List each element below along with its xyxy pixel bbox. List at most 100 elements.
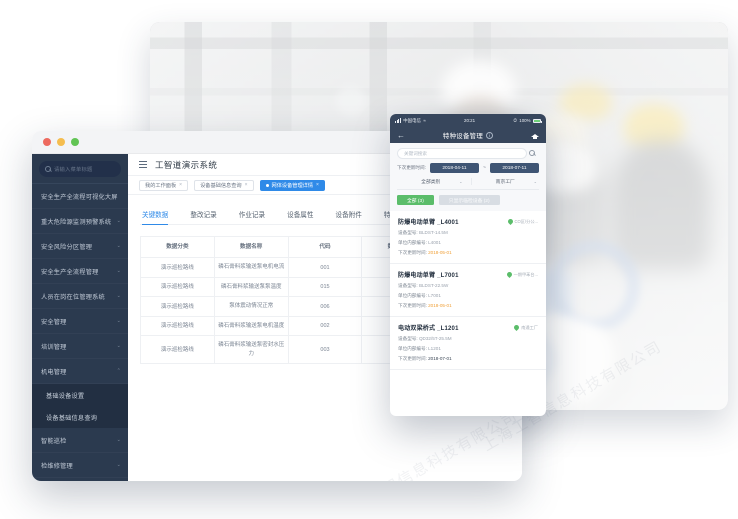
device-model-value: QD32/5T-25.5M (418, 336, 452, 341)
sidebar-item-hazard-monitoring[interactable]: 重大危险源监测预警系统 ⌄ (32, 209, 128, 234)
list-item-header: 电动双梁桥式 _L1201 南通工厂 (398, 323, 538, 332)
sidebar-item-process-mgmt[interactable]: 安全生产全流程管理 ⌄ (32, 259, 128, 284)
cell-name: 磷石膏料浆输送泵电机温度 (213, 315, 289, 337)
device-name: 防爆电动单臂 _L7001 (398, 273, 459, 279)
tab-label: 我的工作面板 (145, 182, 177, 189)
cell-category: 演示巡检路线 (140, 257, 215, 278)
device-next-update-label: 下次更新时间: (398, 356, 427, 361)
device-name: 防爆电动单臂 _L4001 (398, 220, 459, 226)
device-next-update-value: 2018-05-01 (428, 303, 452, 308)
sidebar-item-electromechanical[interactable]: 机电管理 ⌃ (32, 359, 128, 384)
factory-select-value: 南京工厂 (495, 180, 515, 185)
device-next-update-value: 2018-07-01 (428, 356, 452, 361)
window-minimize-button[interactable] (57, 138, 65, 146)
sidebar-item-basic-device-settings[interactable]: 基础设备设置 (32, 384, 128, 406)
page-title: 工智道演示系统 (155, 159, 218, 170)
device-next-update-row: 下次更新时间: 2018-05-01 (398, 250, 538, 256)
device-next-update-label: 下次更新时间: (398, 303, 427, 308)
device-model-label: 设备型号: (398, 283, 418, 288)
filter-pill-all[interactable]: 全部 (3) (397, 195, 434, 205)
sidebar-search-placeholder: 请输入菜单标题 (54, 167, 93, 173)
status-left: 中国电信 ≈ (395, 118, 426, 124)
sidebar-item-label: 基础设备设置 (46, 392, 85, 400)
tab-bar: 我的工作面板 × 设备基础信息查询 × 网体设备管理详情 × (128, 176, 522, 195)
hamburger-icon[interactable] (139, 161, 147, 168)
date-from-field[interactable]: 2018-04-11 (429, 163, 479, 173)
chevron-down-icon: ⌄ (116, 293, 121, 299)
sidebar-item-label: 人员在岗在位管理系统 (41, 293, 105, 301)
tab-device-attributes[interactable]: 设备属性 (287, 212, 314, 219)
device-model-row: 设备型号: BLDST-14.5M (398, 230, 538, 236)
tab-device-mgmt-detail[interactable]: 网体设备管理详情 × (259, 179, 325, 191)
list-item[interactable]: 防爆电动单臂 _L7001 一期甲苯台... 设备型号: BLDST-22.5W… (390, 264, 546, 317)
mobile-filter-bar: 关键词搜索 下次更新时间: 2018-04-11 ~ 2018-07-11 全部… (390, 143, 546, 190)
close-icon[interactable]: × (244, 182, 248, 188)
sidebar-item-label: 安全管理 (41, 318, 67, 326)
back-arrow-icon[interactable]: ← (397, 130, 405, 140)
device-inner-code-row: 单位内部编号: L7001 (398, 293, 538, 299)
sidebar-item-device-info-query[interactable]: 设备基础信息查询 (32, 406, 128, 428)
search-icon[interactable] (529, 150, 535, 156)
device-inner-code-label: 单位内部编号: (398, 293, 427, 298)
wifi-icon: ≈ (423, 118, 426, 123)
chevron-down-icon: ⌄ (116, 218, 121, 224)
mobile-header: ← 特种设备管理 i (390, 127, 546, 143)
mobile-status-bar: 中国电信 ≈ 20:21 ⏱ 100% (390, 114, 546, 127)
filter-pill-inspection-only[interactable]: 只显示临检设备 (2) (438, 195, 500, 205)
close-icon[interactable]: × (179, 182, 183, 188)
date-filter-label: 下次更新时间: (397, 165, 426, 170)
chevron-down-icon: ⌄ (116, 318, 121, 324)
search-icon (45, 166, 51, 172)
device-model-value: BLDST-22.5W (418, 283, 449, 288)
device-location-label: 一期甲苯台... (513, 271, 538, 277)
sidebar-item-label: 检维修管理 (41, 462, 73, 470)
info-icon[interactable]: i (486, 131, 494, 139)
device-model-value: BLDST-14.5M (418, 230, 448, 235)
list-item[interactable]: 电动双梁桥式 _L1201 南通工厂 设备型号: QD32/5T-25.5M 单… (390, 317, 546, 370)
sidebar-item-personnel[interactable]: 人员在岗在位管理系统 ⌄ (32, 284, 128, 309)
cell-category: 演示巡检路线 (140, 335, 215, 365)
sidebar-item-safety[interactable]: 安全管理 ⌄ (32, 309, 128, 334)
sidebar-item-training[interactable]: 培训管理 ⌄ (32, 334, 128, 359)
sidebar-item-smart-inspection[interactable]: 智能巡检 ⌄ (32, 428, 128, 453)
select-row: 全部类别 ⌄ 南京工厂 ⌄ (397, 178, 539, 190)
signal-icon (395, 118, 401, 123)
device-model-label: 设备型号: (398, 230, 418, 235)
device-next-update-row: 下次更新时间: 2018-07-01 (398, 356, 538, 362)
list-item[interactable]: 防爆电动单臂 _L4001 CO区/分公... 设备型号: BLDST-14.5… (390, 211, 546, 264)
cell-code: 002 (287, 315, 363, 337)
close-icon[interactable]: × (316, 182, 319, 188)
chevron-down-icon: ⌄ (116, 243, 121, 249)
factory-select[interactable]: 南京工厂 ⌄ (470, 178, 540, 185)
device-location-label: CO区/分公... (514, 218, 539, 224)
category-select[interactable]: 全部类别 ⌄ (397, 178, 465, 185)
tab-operation-records[interactable]: 作业记录 (238, 212, 266, 219)
active-dot-icon (265, 183, 269, 187)
device-location-label: 南通工厂 (521, 324, 538, 330)
window-zoom-button[interactable] (71, 138, 79, 146)
sidebar-menu: 安全生产全流程可视化大屏 重大危险源监测预警系统 ⌄ 安全风险分区管理 ⌄ 安全… (32, 183, 128, 481)
home-icon[interactable] (531, 131, 539, 139)
battery-percent-label: 100% (519, 118, 531, 123)
device-location: 一期甲苯台... (505, 270, 538, 279)
device-inner-code-value: L4001 (428, 240, 441, 245)
status-time: 20:21 (464, 118, 476, 123)
status-right: ⏱ 100% (513, 118, 542, 123)
mobile-search-placeholder: 关键词搜索 (404, 150, 427, 156)
mobile-search-input[interactable]: 关键词搜索 (397, 148, 535, 159)
tab-rectification-records[interactable]: 整改记录 (190, 212, 217, 219)
tab-my-workbench[interactable]: 我的工作面板 × (139, 179, 189, 191)
date-separator: ~ (482, 165, 486, 171)
tab-device-attachments[interactable]: 设备附件 (335, 212, 362, 219)
carrier-label: 中国电信 (403, 117, 421, 123)
sidebar-item-bigscreen[interactable]: 安全生产全流程可视化大屏 (32, 184, 128, 209)
tab-key-data[interactable]: 关键数据 (142, 209, 169, 225)
date-to-field[interactable]: 2018-07-11 (489, 163, 540, 173)
date-filter-row: 下次更新时间: 2018-04-11 ~ 2018-07-11 (397, 163, 540, 173)
window-close-button[interactable] (43, 138, 51, 146)
column-header-name: 数据名称 (213, 235, 289, 259)
sidebar-search-input[interactable]: 请输入菜单标题 (39, 161, 121, 177)
sidebar-item-risk-zone[interactable]: 安全风险分区管理 ⌄ (32, 234, 128, 259)
sidebar-item-maintenance[interactable]: 检维修管理 ⌄ (32, 453, 128, 478)
tab-device-info-query[interactable]: 设备基础信息查询 × (194, 179, 254, 191)
